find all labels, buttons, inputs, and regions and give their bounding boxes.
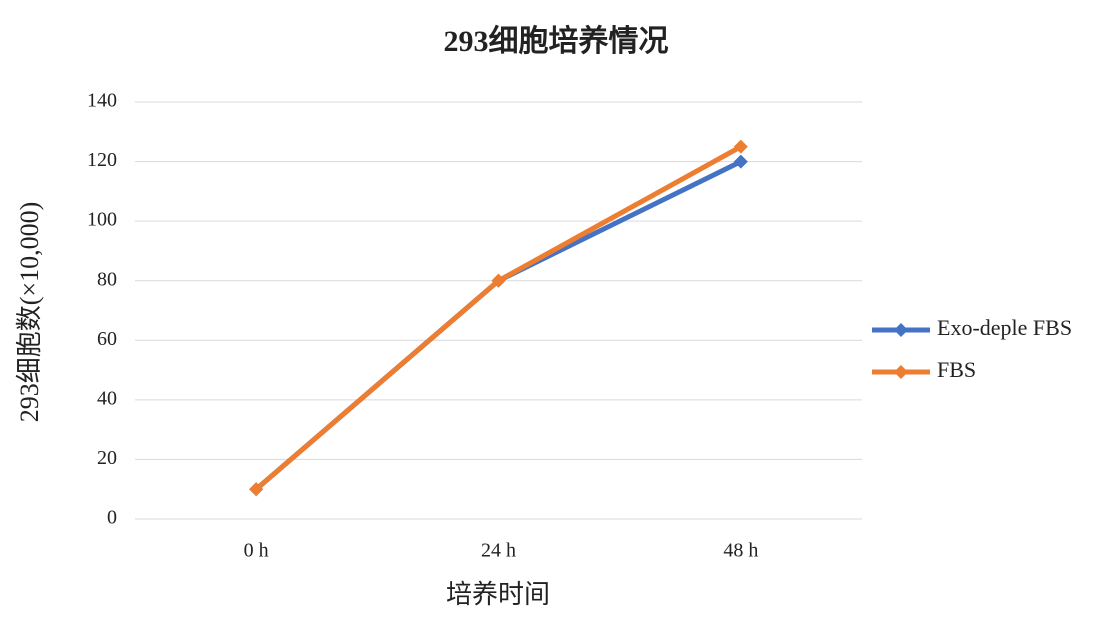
y-tick-label: 120 bbox=[87, 149, 117, 171]
chart-title: 293细胞培养情况 bbox=[444, 24, 669, 58]
x-tick-label: 48 h bbox=[723, 540, 758, 562]
marker bbox=[491, 273, 506, 288]
x-axis-label: 培养时间 bbox=[446, 580, 550, 609]
marker bbox=[733, 154, 748, 169]
legend-marker bbox=[894, 365, 908, 379]
y-axis-label: 293细胞数(×10,000) bbox=[15, 202, 44, 422]
legend-label: FBS bbox=[937, 357, 976, 382]
legend-label: Exo-deple FBS bbox=[937, 315, 1072, 340]
y-tick-label: 0 bbox=[107, 507, 117, 529]
marker bbox=[249, 482, 264, 497]
x-tick-label: 0 h bbox=[244, 540, 269, 562]
y-tick-label: 140 bbox=[87, 90, 117, 112]
y-tick-label: 100 bbox=[87, 209, 117, 231]
y-tick-label: 20 bbox=[97, 447, 117, 469]
marker bbox=[733, 139, 748, 154]
legend-marker bbox=[894, 323, 908, 337]
y-tick-label: 60 bbox=[97, 328, 117, 350]
x-tick-label: 24 h bbox=[481, 540, 516, 562]
y-tick-label: 40 bbox=[97, 387, 117, 409]
y-tick-label: 80 bbox=[97, 268, 117, 290]
